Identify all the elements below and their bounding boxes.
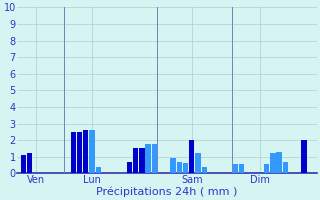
Bar [264, 164, 269, 173]
Bar [202, 167, 207, 173]
Bar [21, 155, 26, 173]
Bar [152, 144, 157, 173]
Bar [233, 164, 238, 173]
Bar [139, 148, 145, 173]
Bar [239, 164, 244, 173]
Bar [189, 140, 195, 173]
Bar [71, 132, 76, 173]
Bar [270, 153, 276, 173]
X-axis label: Précipitations 24h ( mm ): Précipitations 24h ( mm ) [96, 186, 237, 197]
Bar [195, 153, 201, 173]
Bar [183, 163, 188, 173]
Bar [83, 130, 88, 173]
Bar [283, 162, 288, 173]
Bar [89, 130, 95, 173]
Bar [171, 158, 176, 173]
Bar [27, 153, 32, 173]
Bar [133, 148, 138, 173]
Bar [276, 152, 282, 173]
Bar [127, 162, 132, 173]
Bar [96, 167, 101, 173]
Bar [177, 162, 182, 173]
Bar [146, 144, 151, 173]
Bar [301, 140, 307, 173]
Bar [77, 132, 82, 173]
